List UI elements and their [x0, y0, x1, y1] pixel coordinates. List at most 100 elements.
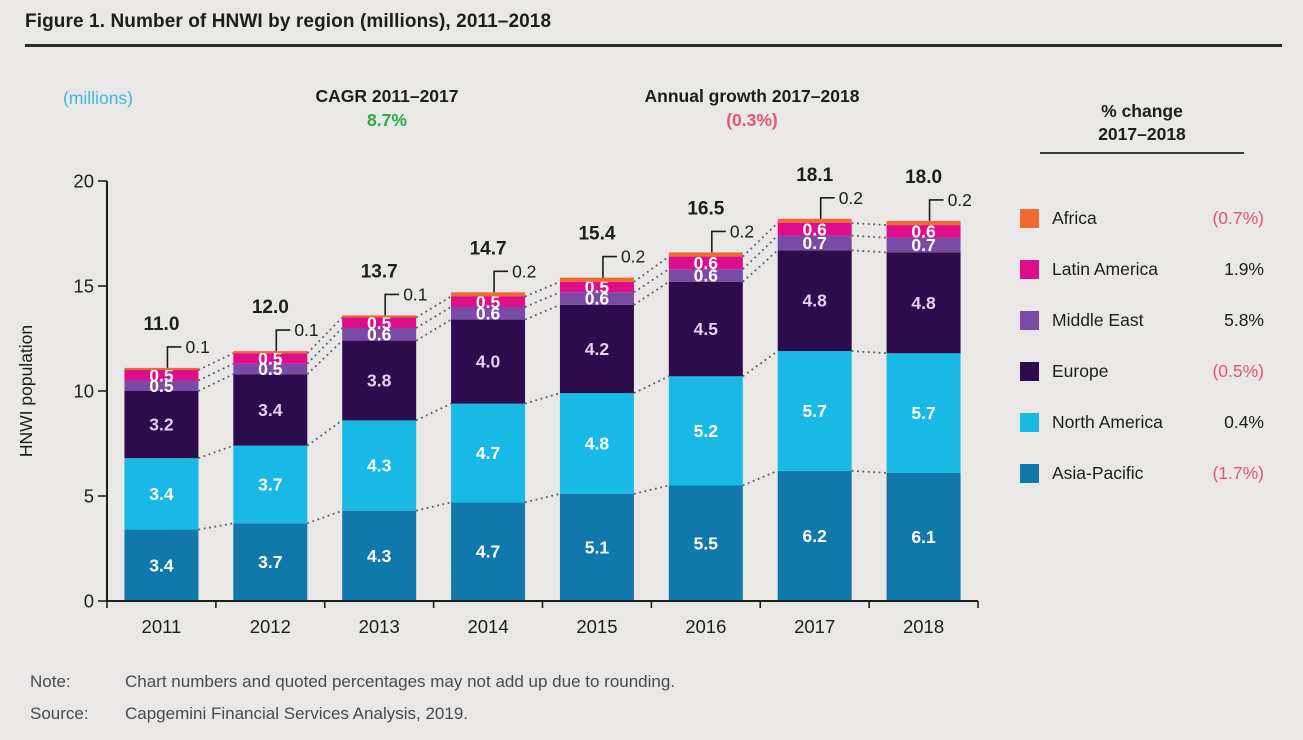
connector-dotted-line: [633, 268, 670, 294]
connector-dotted-line: [415, 318, 452, 342]
figure-title: Figure 1. Number of HNWI by region (mill…: [25, 11, 552, 32]
annual-growth-label: Annual growth 2017–2018: [644, 86, 860, 106]
segment-value-2018-europe: 4.8: [911, 293, 936, 313]
segment-value-2012-middle-east: 0.5: [258, 359, 283, 379]
total-label-2018: 18.0: [905, 167, 942, 188]
callout-value-2014: 0.2: [512, 261, 536, 281]
legend-change-value: 5.8%: [1224, 310, 1264, 330]
segment-value-2018-middle-east: 0.7: [911, 235, 935, 255]
legend-item-latin-america: Latin America 1.9%: [1020, 244, 1264, 295]
y-tick-label-10: 10: [73, 381, 94, 402]
bar-segment-2017-europe: [777, 250, 852, 352]
legend-label: Latin America: [1052, 259, 1159, 279]
total-label-2011: 11.0: [143, 314, 179, 335]
bar-segment-2015-middle-east: [559, 292, 634, 305]
callout-value-2016: 0.2: [730, 221, 754, 241]
asia-pacific-swatch-icon: [1020, 464, 1039, 483]
segment-value-2016-latin-america: 0.6: [694, 253, 719, 273]
connector-dotted-line: [306, 419, 343, 447]
legend-label: North America: [1052, 412, 1163, 432]
callout-line-2015: [602, 255, 617, 278]
segment-value-2013-asia-pacific: 4.3: [367, 546, 392, 566]
legend-label: Europe: [1052, 361, 1109, 381]
segment-value-2011-north-america: 3.4: [149, 484, 174, 504]
callout-line-2014: [493, 270, 509, 293]
segment-value-2018-latin-america: 0.6: [911, 221, 936, 241]
y-tick-label-5: 5: [84, 486, 94, 507]
callout-line-2017: [819, 197, 835, 219]
bar-segment-2017-middle-east: [777, 235, 852, 251]
bar-segment-2018-asia-pacific: [886, 472, 961, 601]
x-tick-label-2015: 2015: [576, 616, 617, 637]
legend-item-asia-pacific: Asia-Pacific (1.7%): [1020, 448, 1264, 499]
segment-value-2016-middle-east: 0.6: [694, 266, 719, 286]
callout-value-2013: 0.1: [403, 284, 427, 304]
bar-segment-2013-middle-east: [342, 328, 417, 341]
bar-segment-2013-latin-america: [342, 317, 417, 328]
latin-america-swatch-icon: [1020, 260, 1039, 279]
segment-value-2013-north-america: 4.3: [367, 456, 392, 476]
bar-segment-2016-north-america: [668, 376, 743, 486]
bar-segment-2017-latin-america: [777, 223, 852, 236]
connector-dotted-line: [307, 509, 343, 525]
segment-value-2015-middle-east: 0.6: [585, 289, 610, 309]
segment-value-2011-asia-pacific: 3.4: [149, 555, 174, 575]
legend-label: Asia-Pacific: [1052, 463, 1144, 483]
bar-segment-2014-north-america: [451, 403, 526, 503]
total-label-2017: 18.1: [796, 165, 833, 186]
segment-value-2017-latin-america: 0.6: [803, 219, 828, 239]
legend-item-north-america: North America 0.4%: [1020, 397, 1264, 448]
connector-dotted-line: [633, 375, 670, 394]
title-rule: [25, 44, 1282, 47]
y-axis-title: HNWI population: [16, 325, 36, 457]
connector-dotted-line: [524, 304, 561, 321]
segment-value-2013-middle-east: 0.6: [367, 324, 392, 344]
bar-segment-2015-latin-america: [559, 281, 634, 293]
segment-value-2017-europe: 4.8: [803, 291, 828, 311]
legend-change-value: 1.9%: [1224, 259, 1264, 279]
bar-segment-2015-north-america: [559, 393, 634, 494]
x-tick-label-2013: 2013: [359, 616, 400, 637]
bar-segment-2012-europe: [233, 374, 308, 446]
north-america-swatch-icon: [1020, 413, 1039, 432]
legend-change-value: 0.4%: [1224, 412, 1264, 432]
callout-line-2012: [275, 329, 291, 352]
note-row: Note: Chart numbers and quoted percentag…: [30, 666, 675, 698]
connector-dotted-line: [742, 469, 779, 487]
note-label: Note:: [30, 672, 71, 691]
legend-header-rule: [1040, 152, 1244, 154]
legend-header: % change 2017–2018: [1040, 100, 1244, 146]
bar-segment-2017-asia-pacific: [777, 470, 852, 601]
bar-segment-2015-africa: [559, 277, 634, 282]
annual-growth-value: (0.3%): [726, 110, 778, 130]
y-tick-label-20: 20: [73, 171, 94, 192]
legend-header-line1: % change: [1101, 101, 1183, 121]
connector-dotted-line: [524, 291, 561, 308]
bar-segment-2018-africa: [886, 220, 961, 226]
connector-dotted-line: [524, 280, 561, 298]
segment-value-2017-middle-east: 0.7: [803, 233, 827, 253]
segment-value-2013-latin-america: 0.5: [367, 313, 392, 333]
bar-segment-2014-africa: [451, 292, 526, 297]
segment-value-2014-latin-america: 0.5: [476, 292, 501, 312]
middle-east-swatch-icon: [1020, 311, 1039, 330]
bar-segment-2014-asia-pacific: [451, 502, 526, 601]
bar-segment-2011-africa: [124, 367, 199, 370]
connector-dotted-line: [415, 501, 452, 512]
total-label-2012: 12.0: [252, 297, 289, 318]
y-tick-label-0: 0: [84, 591, 94, 612]
legend-item-africa: Africa (0.7%): [1020, 193, 1264, 244]
connector-dotted-line: [742, 350, 779, 378]
bar-segment-2014-middle-east: [451, 307, 526, 320]
segment-value-2016-north-america: 5.2: [694, 421, 719, 441]
bar-segment-2014-latin-america: [451, 296, 526, 307]
callout-line-2018: [928, 199, 944, 221]
legend: Africa (0.7%) Latin America 1.9% Middle East…: [1020, 193, 1264, 499]
segment-value-2011-middle-east: 0.5: [149, 376, 174, 396]
bar-segment-2017-africa: [777, 218, 852, 223]
bar-segment-2016-africa: [668, 252, 743, 257]
segment-value-2014-north-america: 4.7: [476, 443, 500, 463]
connector-dotted-line: [198, 352, 234, 371]
connector-dotted-line: [633, 255, 670, 283]
